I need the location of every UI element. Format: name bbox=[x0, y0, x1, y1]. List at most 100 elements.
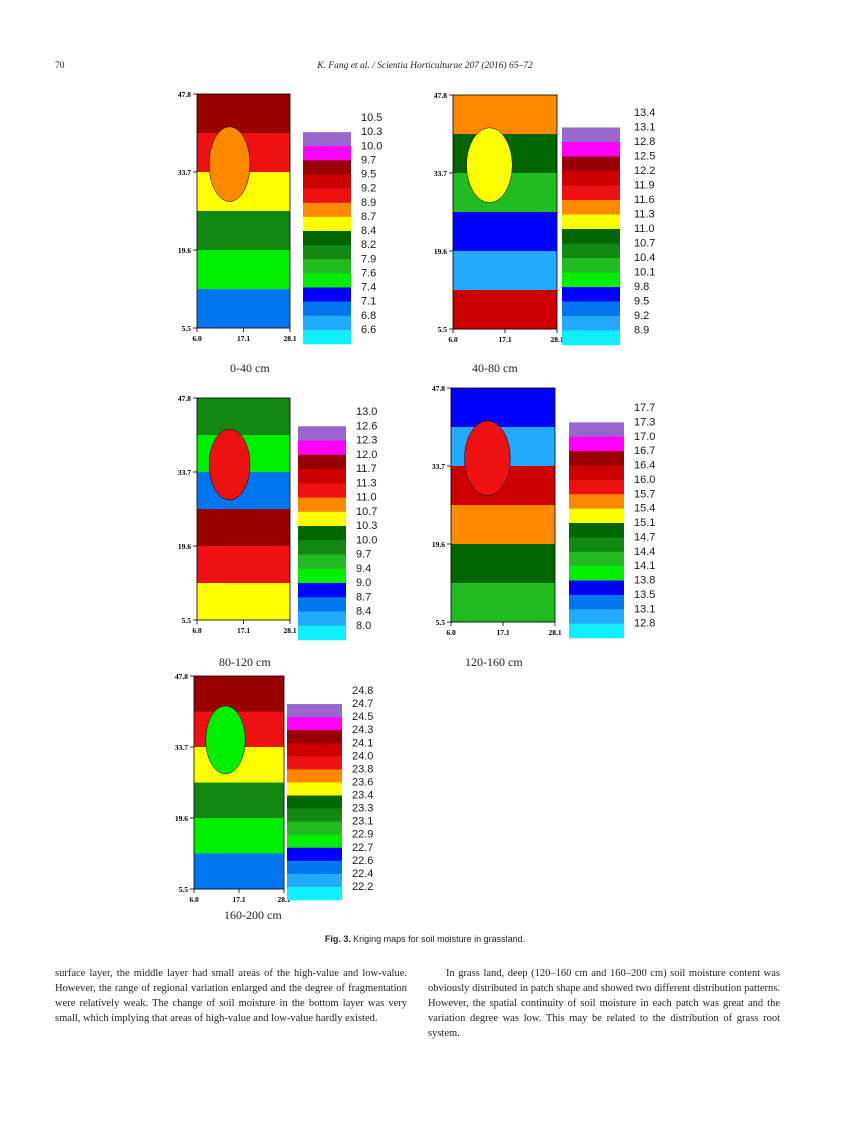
x-tick-label: 6.0 bbox=[189, 895, 199, 904]
legend-value: 11.3 bbox=[634, 209, 655, 221]
legend-swatch bbox=[562, 243, 620, 259]
legend-value: 24.0 bbox=[352, 750, 373, 762]
legend-value: 23.6 bbox=[352, 776, 373, 788]
legend-swatch bbox=[303, 188, 351, 204]
legend-swatch bbox=[569, 494, 624, 509]
legend-value: 13.1 bbox=[634, 603, 655, 615]
contour-band bbox=[194, 818, 284, 854]
x-tick-label: 28.1 bbox=[283, 334, 296, 343]
panel-title: 80-120 cm bbox=[219, 655, 271, 669]
y-tick-label: 47.8 bbox=[434, 91, 447, 100]
contour-band bbox=[197, 211, 290, 251]
legend-swatch bbox=[303, 118, 351, 133]
legend-swatch bbox=[303, 216, 351, 232]
legend-value: 12.8 bbox=[634, 618, 655, 630]
x-tick-label: 28.1 bbox=[277, 895, 290, 904]
legend-swatch bbox=[569, 408, 624, 423]
legend-value: 8.0 bbox=[356, 620, 371, 632]
legend-swatch bbox=[287, 795, 342, 809]
legend-swatch bbox=[287, 886, 342, 901]
legend-value: 13.0 bbox=[356, 406, 377, 418]
legend-swatch bbox=[562, 258, 620, 273]
legend-swatch bbox=[287, 860, 342, 875]
contour-patch bbox=[208, 126, 251, 202]
legend-value: 22.6 bbox=[352, 855, 373, 867]
legend-value: 11.9 bbox=[634, 180, 655, 192]
legend-value: 10.1 bbox=[634, 267, 655, 279]
contour-band bbox=[194, 853, 284, 890]
page-number: 70 bbox=[55, 61, 65, 71]
legend-value: 15.1 bbox=[634, 517, 655, 529]
legend-swatch bbox=[562, 156, 620, 172]
x-tick-label: 28.1 bbox=[550, 335, 563, 344]
contour-band bbox=[451, 583, 555, 623]
y-tick-label: 33.7 bbox=[434, 169, 447, 178]
legend-swatch bbox=[287, 873, 342, 888]
legend-swatch bbox=[287, 691, 342, 705]
legend-value: 16.0 bbox=[634, 474, 655, 486]
x-tick-label: 28.1 bbox=[283, 626, 296, 635]
legend-value: 17.0 bbox=[634, 431, 655, 443]
legend-value: 15.4 bbox=[634, 503, 655, 515]
legend-value: 10.5 bbox=[361, 112, 382, 124]
legend-value: 13.1 bbox=[634, 122, 655, 134]
x-tick-label: 6.0 bbox=[448, 335, 458, 344]
legend-value: 11.3 bbox=[356, 477, 377, 489]
contour-patch bbox=[208, 428, 251, 501]
legend-swatch bbox=[569, 580, 624, 596]
legend-swatch bbox=[298, 597, 346, 612]
legend-swatch bbox=[569, 523, 624, 538]
contour-patch bbox=[205, 705, 246, 775]
legend-value: 23.1 bbox=[352, 816, 373, 828]
y-tick-label: 5.5 bbox=[436, 618, 446, 627]
y-tick-label: 5.5 bbox=[182, 616, 192, 625]
legend-swatch bbox=[303, 174, 351, 189]
legend-swatch bbox=[287, 808, 342, 822]
legend-value: 17.3 bbox=[634, 416, 655, 428]
y-tick-label: 19.6 bbox=[175, 814, 188, 823]
legend-value: 10.7 bbox=[356, 506, 377, 518]
legend-value: 11.0 bbox=[634, 223, 655, 235]
legend-value: 16.7 bbox=[634, 445, 655, 457]
legend-value: 23.3 bbox=[352, 803, 373, 815]
legend-swatch bbox=[287, 821, 342, 835]
legend-swatch bbox=[298, 554, 346, 570]
legend-value: 23.4 bbox=[352, 790, 373, 802]
legend-value: 6.6 bbox=[361, 324, 376, 336]
legend-value: 9.5 bbox=[361, 169, 376, 181]
contour-band bbox=[197, 289, 290, 329]
legend-swatch bbox=[298, 483, 346, 498]
legend-value: 14.1 bbox=[634, 560, 655, 572]
legend-swatch bbox=[298, 611, 346, 627]
legend-swatch bbox=[569, 451, 624, 466]
legend-value: 9.2 bbox=[634, 310, 649, 322]
x-tick-label: 28.1 bbox=[548, 628, 561, 637]
legend-value: 24.7 bbox=[352, 698, 373, 710]
legend-swatch bbox=[303, 301, 351, 317]
panel-title: 120-160 cm bbox=[465, 655, 523, 669]
legend-swatch bbox=[562, 316, 620, 331]
legend-value: 9.2 bbox=[361, 183, 376, 195]
legend-value: 16.4 bbox=[634, 460, 655, 472]
legend-value: 11.7 bbox=[356, 463, 377, 475]
contour-band bbox=[453, 251, 557, 291]
legend-value: 10.4 bbox=[634, 252, 655, 264]
legend-swatch bbox=[287, 743, 342, 757]
legend-swatch bbox=[562, 330, 620, 346]
y-tick-label: 33.7 bbox=[175, 743, 188, 752]
map-svg: 47.8 33.7 19.6 5.56.0 17.1 28.1 13.0 12.6 12.3 12… bbox=[178, 394, 377, 641]
legend-swatch bbox=[562, 272, 620, 288]
legend-value: 12.3 bbox=[356, 435, 377, 447]
legend-swatch bbox=[569, 537, 624, 553]
legend-swatch bbox=[562, 185, 620, 201]
contour-band bbox=[197, 509, 290, 547]
x-tick-label: 17.1 bbox=[232, 895, 245, 904]
legend-value: 6.8 bbox=[361, 310, 376, 322]
legend-swatch bbox=[303, 287, 351, 302]
legend-swatch bbox=[303, 315, 351, 331]
legend-swatch bbox=[562, 113, 620, 128]
legend-swatch bbox=[303, 202, 351, 218]
legend-swatch bbox=[303, 245, 351, 260]
legend-swatch bbox=[298, 568, 346, 584]
x-tick-label: 17.1 bbox=[237, 626, 250, 635]
